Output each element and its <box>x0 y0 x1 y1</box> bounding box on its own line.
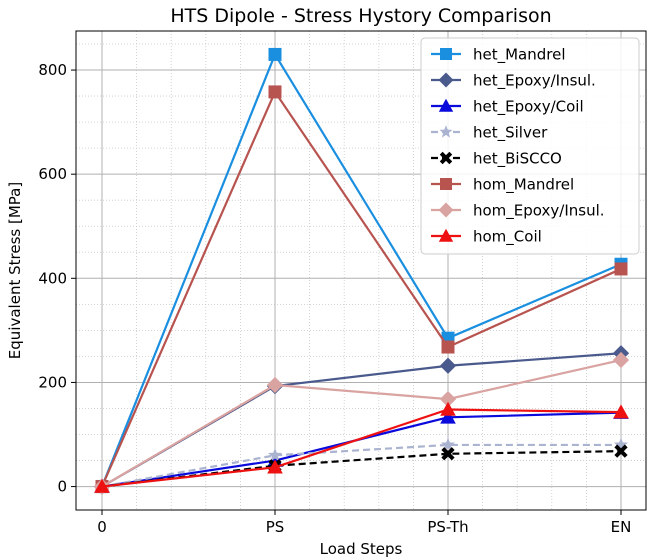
x-tick-label: 0 <box>97 518 107 536</box>
data-point <box>440 437 456 451</box>
data-point <box>612 351 630 369</box>
data-point <box>441 340 455 354</box>
legend-marker <box>439 151 453 165</box>
legend-label: het_BiSCCO <box>473 150 562 169</box>
series-line <box>101 352 622 488</box>
y-tick-label: 400 <box>38 269 67 287</box>
data-point <box>267 459 283 474</box>
legend-item: hom_Mandrel <box>431 176 574 195</box>
legend: het_Mandrel het_Epoxy/Insul. het_Epoxy/Coi… <box>420 37 640 255</box>
legend-marker <box>438 98 454 112</box>
data-point <box>268 85 282 99</box>
series-line <box>101 408 622 488</box>
legend-item: het_Silver <box>431 124 548 143</box>
legend-item: het_BiSCCO <box>431 150 562 169</box>
data-point <box>441 447 455 461</box>
legend-marker <box>440 178 452 190</box>
series-het-epoxy-insul- <box>93 345 630 495</box>
legend-marker <box>439 125 453 138</box>
legend-item: het_Epoxy/Coil <box>431 98 584 117</box>
legend-label: hom_Coil <box>473 228 542 247</box>
plot-frame <box>75 30 647 511</box>
y-axis-label: Equivalent Stress [MPa] <box>6 182 24 359</box>
legend-item: hom_Coil <box>431 228 542 247</box>
legend-marker <box>438 202 454 218</box>
legend-item: hom_Epoxy/Insul. <box>431 202 605 221</box>
data-point <box>94 478 110 493</box>
y-tick-label: 600 <box>38 165 67 183</box>
data-point <box>266 376 284 394</box>
series-het-silver <box>94 437 629 493</box>
axis-ticks: 0 200 400 600 800 0 PS PS-Th EN <box>38 61 631 536</box>
chart-title: HTS Dipole - Stress Hystory Comparison <box>170 5 551 27</box>
series-line <box>101 411 622 488</box>
data-point <box>440 409 456 424</box>
legend-label: het_Epoxy/Coil <box>473 98 584 117</box>
legend-marker <box>438 228 454 242</box>
data-point <box>440 401 456 416</box>
legend-label: het_Epoxy/Insul. <box>473 72 596 91</box>
legend-marker <box>438 72 454 88</box>
series-line <box>101 358 622 488</box>
y-tick-label: 800 <box>38 61 67 79</box>
data-point <box>267 447 283 462</box>
series-line <box>100 51 622 487</box>
legend-item: het_Mandrel <box>431 46 566 65</box>
legend-label: het_Mandrel <box>473 46 566 65</box>
series-hom-coil <box>94 401 629 493</box>
x-tick-label: EN <box>611 518 632 536</box>
x-tick-label: PS-Th <box>427 518 468 536</box>
data-point <box>614 444 628 458</box>
series-hom-epoxy-insul- <box>93 351 630 495</box>
series-line <box>101 450 622 488</box>
data-point <box>268 47 282 61</box>
series-layer <box>93 47 630 495</box>
legend-box <box>420 37 640 255</box>
data-point <box>613 437 629 451</box>
legend-label: het_Silver <box>473 124 548 143</box>
series-line <box>100 89 622 488</box>
legend-label: hom_Mandrel <box>473 176 574 195</box>
x-axis-label: Load Steps <box>320 540 403 558</box>
series-het-biscco <box>95 444 628 494</box>
legend-label: hom_Epoxy/Insul. <box>473 202 605 221</box>
x-tick-label: PS <box>266 518 285 536</box>
legend-marker <box>440 48 452 60</box>
series-line <box>101 443 621 488</box>
data-point <box>614 262 628 276</box>
y-tick-label: 200 <box>38 373 67 391</box>
data-point <box>439 390 457 408</box>
legend-item: het_Epoxy/Insul. <box>431 72 596 91</box>
y-tick-label: 0 <box>57 478 67 496</box>
data-point <box>439 357 457 374</box>
data-point <box>613 404 629 419</box>
